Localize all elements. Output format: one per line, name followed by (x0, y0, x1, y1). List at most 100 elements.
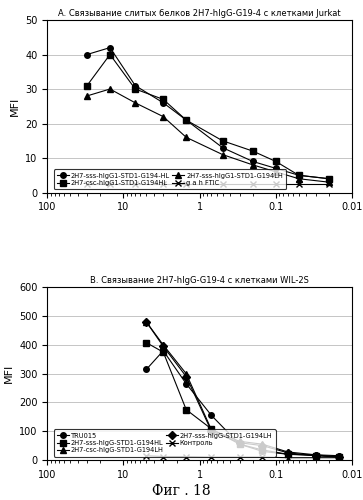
2H7-csc-hIgG-STD1-G194LH (209, 427, 214, 433)
2H7-sss-hIgG1-STD1-G194-HL (220, 144, 225, 150)
2H7-sss-hIgG-STD1-G194LH (161, 344, 166, 349)
2H7-csc-hIgG-STD1-G194LH (260, 441, 265, 447)
2H7-csc-hIgG-STD1-G194LH (314, 452, 318, 458)
Line: g a h FTIC: g a h FTIC (84, 181, 332, 186)
2H7-sss-hIgG1-STD1-G194-HL (133, 82, 138, 88)
2H7-sss-hIgG1-STD1-G194LH (161, 114, 166, 119)
2H7-sss-hIgG-STD1-G194LH (337, 454, 341, 460)
2H7-sss-hIgG1-STD1-G194LH (297, 176, 301, 182)
Line: 2H7-csc-hIgG-STD1-G194LH: 2H7-csc-hIgG-STD1-G194LH (144, 319, 342, 460)
2H7-sss-hIgG1-STD1-G194LH (327, 179, 331, 185)
2H7-sss-hIgG1-STD1-G194LH (184, 134, 188, 140)
TRU015 (260, 448, 265, 454)
2H7-sss-hIgG-STD1-G194LH (209, 428, 214, 434)
2H7-sss-hIgG1-STD1-G194LH (220, 152, 225, 158)
2H7-sss-hIgG1-STD1-G194-HL (274, 166, 278, 172)
2H7-csc-hIgG-STD1-G194LH (144, 319, 148, 325)
2H7-sss-hIgG-STD1-G194HL (314, 452, 318, 458)
Title: B. Связывание 2H7-hIgG-G19-4 с клетками WIL-2S: B. Связывание 2H7-hIgG-G19-4 с клетками … (90, 276, 309, 285)
2H7-csc-hIgG-STD1-G194LH (161, 342, 166, 348)
2H7-csc-hIgG1-STD1-G194HL (133, 86, 138, 92)
2H7-sss-hIgG1-STD1-G194-HL (184, 117, 188, 123)
2H7-csc-hIgG1-STD1-G194HL (85, 82, 89, 88)
Text: Фиг . 18: Фиг . 18 (152, 484, 211, 498)
Line: 2H7-csc-hIgG1-STD1-G194HL: 2H7-csc-hIgG1-STD1-G194HL (84, 52, 332, 182)
Line: 2H7-sss-hIgG1-STD1-G194-HL: 2H7-sss-hIgG1-STD1-G194-HL (84, 45, 332, 182)
2H7-sss-hIgG-STD1-G194HL (161, 349, 166, 355)
Контроль (144, 452, 148, 458)
Контроль (237, 454, 242, 460)
TRU015 (237, 441, 242, 447)
2H7-sss-hIgG-STD1-G194LH (184, 374, 188, 380)
2H7-sss-hIgG1-STD1-G194LH (251, 162, 255, 168)
g a h FTIC (184, 181, 188, 187)
2H7-sss-hIgG-STD1-G194HL (209, 426, 214, 432)
2H7-csc-hIgG1-STD1-G194HL (108, 52, 112, 58)
g a h FTIC (161, 181, 166, 187)
TRU015 (144, 366, 148, 372)
TRU015 (314, 452, 318, 458)
Контроль (337, 454, 341, 460)
Line: Контроль: Контроль (144, 453, 342, 460)
2H7-sss-hIgG1-STD1-G194-HL (108, 44, 112, 51)
TRU015 (161, 348, 166, 354)
2H7-sss-hIgG-STD1-G194HL (260, 447, 265, 453)
TRU015 (209, 412, 214, 418)
2H7-csc-hIgG1-STD1-G194HL (220, 138, 225, 144)
2H7-sss-hIgG-STD1-G194LH (260, 442, 265, 448)
2H7-csc-hIgG-STD1-G194LH (237, 438, 242, 444)
2H7-csc-hIgG1-STD1-G194HL (327, 176, 331, 182)
2H7-csc-hIgG1-STD1-G194HL (251, 148, 255, 154)
2H7-sss-hIgG1-STD1-G194LH (133, 100, 138, 106)
Legend: TRU015, 2H7-sss-hIgG-STD1-G194HL, 2H7-csc-hIgG-STD1-G194LH, 2H7-sss-hIgG-STD1-G1: TRU015, 2H7-sss-hIgG-STD1-G194HL, 2H7-cs… (54, 430, 276, 456)
Line: TRU015: TRU015 (144, 348, 342, 459)
TRU015 (286, 451, 290, 457)
Legend: 2H7-sss-hIgG1-STD1-G194-HL, 2H7-csc-hIgG1-STD1-G194HL, 2H7-sss-hIgG1-STD1-G194LH: 2H7-sss-hIgG1-STD1-G194-HL, 2H7-csc-hIgG… (54, 169, 286, 189)
Контроль (161, 454, 166, 460)
2H7-csc-hIgG-STD1-G194LH (286, 449, 290, 455)
g a h FTIC (251, 181, 255, 187)
TRU015 (337, 452, 341, 458)
g a h FTIC (133, 181, 138, 187)
2H7-csc-hIgG-STD1-G194LH (184, 370, 188, 376)
2H7-sss-hIgG1-STD1-G194-HL (161, 100, 166, 106)
2H7-csc-hIgG1-STD1-G194HL (184, 117, 188, 123)
2H7-sss-hIgG-STD1-G194LH (237, 440, 242, 446)
2H7-sss-hIgG-STD1-G194HL (237, 441, 242, 447)
2H7-sss-hIgG-STD1-G194HL (337, 454, 341, 460)
2H7-sss-hIgG1-STD1-G194-HL (327, 176, 331, 182)
g a h FTIC (327, 181, 331, 187)
g a h FTIC (220, 181, 225, 187)
TRU015 (184, 381, 188, 387)
Контроль (209, 454, 214, 460)
2H7-csc-hIgG1-STD1-G194HL (297, 172, 301, 178)
Line: 2H7-sss-hIgG-STD1-G194LH: 2H7-sss-hIgG-STD1-G194LH (144, 319, 342, 460)
2H7-csc-hIgG1-STD1-G194HL (161, 96, 166, 102)
Контроль (314, 454, 318, 460)
g a h FTIC (108, 181, 112, 187)
Line: 2H7-sss-hIgG-STD1-G194HL: 2H7-sss-hIgG-STD1-G194HL (144, 340, 342, 460)
Контроль (260, 454, 265, 460)
Y-axis label: MFI: MFI (9, 96, 20, 116)
Y-axis label: MFI: MFI (3, 364, 13, 384)
2H7-sss-hIgG1-STD1-G194LH (85, 93, 89, 99)
g a h FTIC (274, 181, 278, 187)
2H7-sss-hIgG1-STD1-G194-HL (297, 172, 301, 178)
2H7-sss-hIgG-STD1-G194HL (144, 340, 148, 345)
g a h FTIC (297, 181, 301, 187)
2H7-sss-hIgG1-STD1-G194-HL (251, 158, 255, 164)
Line: 2H7-sss-hIgG1-STD1-G194LH: 2H7-sss-hIgG1-STD1-G194LH (84, 86, 332, 185)
Контроль (286, 454, 290, 460)
2H7-sss-hIgG-STD1-G194HL (184, 406, 188, 412)
2H7-sss-hIgG1-STD1-G194-HL (85, 52, 89, 58)
2H7-csc-hIgG-STD1-G194LH (337, 454, 341, 460)
2H7-sss-hIgG-STD1-G194LH (314, 452, 318, 458)
2H7-sss-hIgG-STD1-G194HL (286, 451, 290, 457)
2H7-sss-hIgG1-STD1-G194LH (274, 169, 278, 175)
Title: A. Связывание слитых белков 2H7-hIgG-G19-4 с клетками Jurkat: A. Связывание слитых белков 2H7-hIgG-G19… (58, 9, 341, 18)
2H7-sss-hIgG1-STD1-G194LH (108, 86, 112, 92)
2H7-csc-hIgG1-STD1-G194HL (274, 158, 278, 164)
g a h FTIC (85, 181, 89, 187)
2H7-sss-hIgG-STD1-G194LH (286, 450, 290, 456)
2H7-sss-hIgG-STD1-G194LH (144, 319, 148, 325)
